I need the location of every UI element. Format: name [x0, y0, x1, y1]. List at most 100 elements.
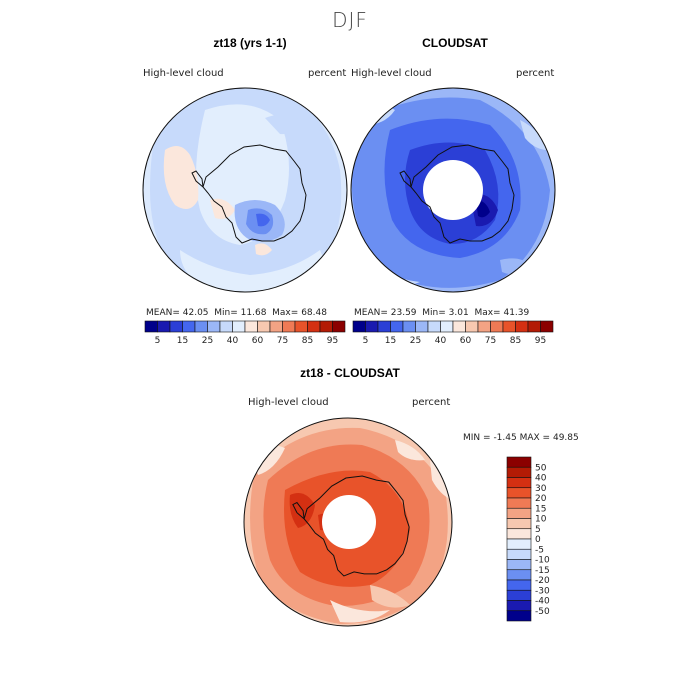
- panel3-colorbar-tick-label: 10: [535, 515, 547, 525]
- panel1-colorbar-tick-label: 75: [277, 336, 288, 346]
- panel3-colorbar-cell: [506, 610, 532, 622]
- panel1-map: [142, 87, 348, 293]
- panel3-min-value: -1.45: [493, 433, 517, 443]
- panel1-colorbar-cell: [294, 320, 308, 333]
- panel2-colorbar-cell: [502, 320, 516, 333]
- panel2-colorbar-cell: [515, 320, 529, 333]
- panel1-colorbar-cell: [207, 320, 221, 333]
- panel3-colorbar-tick-label: 15: [535, 504, 546, 514]
- panel2-colorbar: 5 15 25 40 60 75 85 95: [352, 320, 554, 346]
- panel3-title: zt18 - CLOUDSAT: [300, 366, 400, 380]
- panel2-map: [350, 87, 556, 293]
- panel3-colorbar-cell: [506, 600, 532, 612]
- panel3-variable-label: High-level cloud: [248, 397, 329, 408]
- panel2-stats: MEAN= 23.59 Min= 3.01 Max= 41.39: [354, 308, 529, 318]
- panel2-colorbar-cell: [540, 320, 554, 333]
- panel2-colorbar-cell: [465, 320, 479, 333]
- panel2-colorbar-tick-label: 60: [460, 336, 472, 346]
- panel3-colorbar-tick-label: -20: [535, 576, 550, 586]
- panel3-colorbar-cell: [506, 538, 532, 550]
- panel3-colorbar-cell: [506, 518, 532, 530]
- panel1-stats: MEAN= 42.05 Min= 11.68 Max= 68.48: [146, 308, 327, 318]
- panel1-units-label: percent: [308, 68, 347, 79]
- panel2-colorbar-cell: [527, 320, 541, 333]
- panel1-colorbar-cell: [232, 320, 246, 333]
- panel2-colorbar-cell: [415, 320, 429, 333]
- panel1-mean-value: 42.05: [182, 308, 209, 318]
- panel3-min-label: MIN =: [463, 433, 491, 443]
- panel1-colorbar-cell: [319, 320, 333, 333]
- panel3-units-label: percent: [412, 397, 451, 408]
- panel2-min-value: 3.01: [448, 308, 469, 318]
- panel3-max-value: 49.85: [552, 433, 579, 443]
- panel3-stats: MIN = -1.45 MAX = 49.85: [463, 433, 579, 443]
- panel2-colorbar-cell: [377, 320, 391, 333]
- panel2-mean-label: MEAN=: [354, 308, 388, 318]
- panel2-mean-value: 23.59: [390, 308, 417, 318]
- panel1-colorbar-cell: [307, 320, 321, 333]
- main-title: DJF: [332, 8, 368, 32]
- panel2-variable-label: High-level cloud: [351, 68, 432, 79]
- panel3-colorbar-cell: [506, 589, 532, 601]
- panel1-colorbar-cell: [257, 320, 271, 333]
- panel1-variable-label: High-level cloud: [143, 68, 224, 79]
- panel1-colorbar-tick-label: 25: [202, 336, 213, 346]
- panel1-colorbar-cell: [169, 320, 183, 333]
- panel1-colorbar-cell: [182, 320, 196, 333]
- panel1-min-value: 11.68: [240, 308, 267, 318]
- panel2-colorbar-tick-label: 95: [535, 336, 546, 346]
- panel2-colorbar-cell: [490, 320, 504, 333]
- panel2-colorbar-cell: [452, 320, 466, 333]
- panel2-colorbar-cell: [427, 320, 441, 333]
- panel3-colorbar-tick-label: -5: [535, 545, 544, 555]
- panel2-colorbar-cell: [365, 320, 379, 333]
- panel1-colorbar-tick-label: 5: [155, 336, 161, 346]
- panel3-colorbar-cell: [506, 528, 532, 540]
- panel1-max-label: Max=: [272, 308, 299, 318]
- panel1-colorbar-cell: [332, 320, 346, 333]
- panel1-title: zt18 (yrs 1-1): [213, 36, 287, 50]
- panel3-colorbar-tick-label: -10: [535, 556, 550, 566]
- panel1-min-label: Min=: [214, 308, 238, 318]
- panel2-colorbar-cell: [402, 320, 416, 333]
- panel2-colorbar-tick-label: 5: [363, 336, 369, 346]
- panel3-colorbar-cell: [506, 507, 532, 519]
- panel1-colorbar-tick-label: 15: [177, 336, 188, 346]
- panel1-colorbar-cell: [219, 320, 233, 333]
- panel2-min-label: Min=: [422, 308, 446, 318]
- panel1-colorbar-cell: [194, 320, 208, 333]
- panel2-colorbar-cell: [390, 320, 404, 333]
- panel3-colorbar-cell: [506, 579, 532, 591]
- panel3-colorbar-cell: [506, 466, 532, 478]
- panel1-max-value: 68.48: [301, 308, 327, 318]
- panel3-colorbar-cell: [506, 569, 532, 581]
- panel3-colorbar-tick-label: -30: [535, 586, 550, 596]
- panel1-colorbar-cell: [157, 320, 171, 333]
- panel2-colorbar-tick-label: 15: [385, 336, 396, 346]
- panel2-colorbar-tick-label: 75: [485, 336, 496, 346]
- panel3-colorbar-tick-label: -50: [535, 607, 550, 617]
- panel2-colorbar-tick-label: 85: [510, 336, 521, 346]
- panel2-title: CLOUDSAT: [422, 36, 488, 50]
- panel2-colorbar-cell: [440, 320, 454, 333]
- panel3-map: [243, 417, 453, 627]
- panel2-units-label: percent: [516, 68, 555, 79]
- panel1-colorbar-tick-label: 40: [227, 336, 239, 346]
- panel1-colorbar-cell: [144, 320, 158, 333]
- panel2-colorbar-cell: [352, 320, 366, 333]
- panel1-colorbar-cell: [282, 320, 296, 333]
- panel3-max-label: MAX =: [519, 433, 551, 443]
- panel2-max-label: Max=: [474, 308, 501, 318]
- panel3-colorbar-tick-label: 20: [535, 494, 547, 504]
- panel1-colorbar: 5 15 25 40 60 75 85 95: [144, 320, 346, 346]
- panel3-colorbar-tick-label: 30: [535, 484, 547, 494]
- panel3-colorbar-tick-label: -40: [535, 597, 550, 607]
- panel3-colorbar-tick-label: 0: [535, 535, 541, 545]
- panel3-colorbar-cell: [506, 477, 532, 489]
- panel2-colorbar-tick-label: 25: [410, 336, 421, 346]
- panel1-colorbar-tick-label: 95: [327, 336, 338, 346]
- panel1-mean-label: MEAN=: [146, 308, 180, 318]
- panel1-colorbar-cell: [244, 320, 258, 333]
